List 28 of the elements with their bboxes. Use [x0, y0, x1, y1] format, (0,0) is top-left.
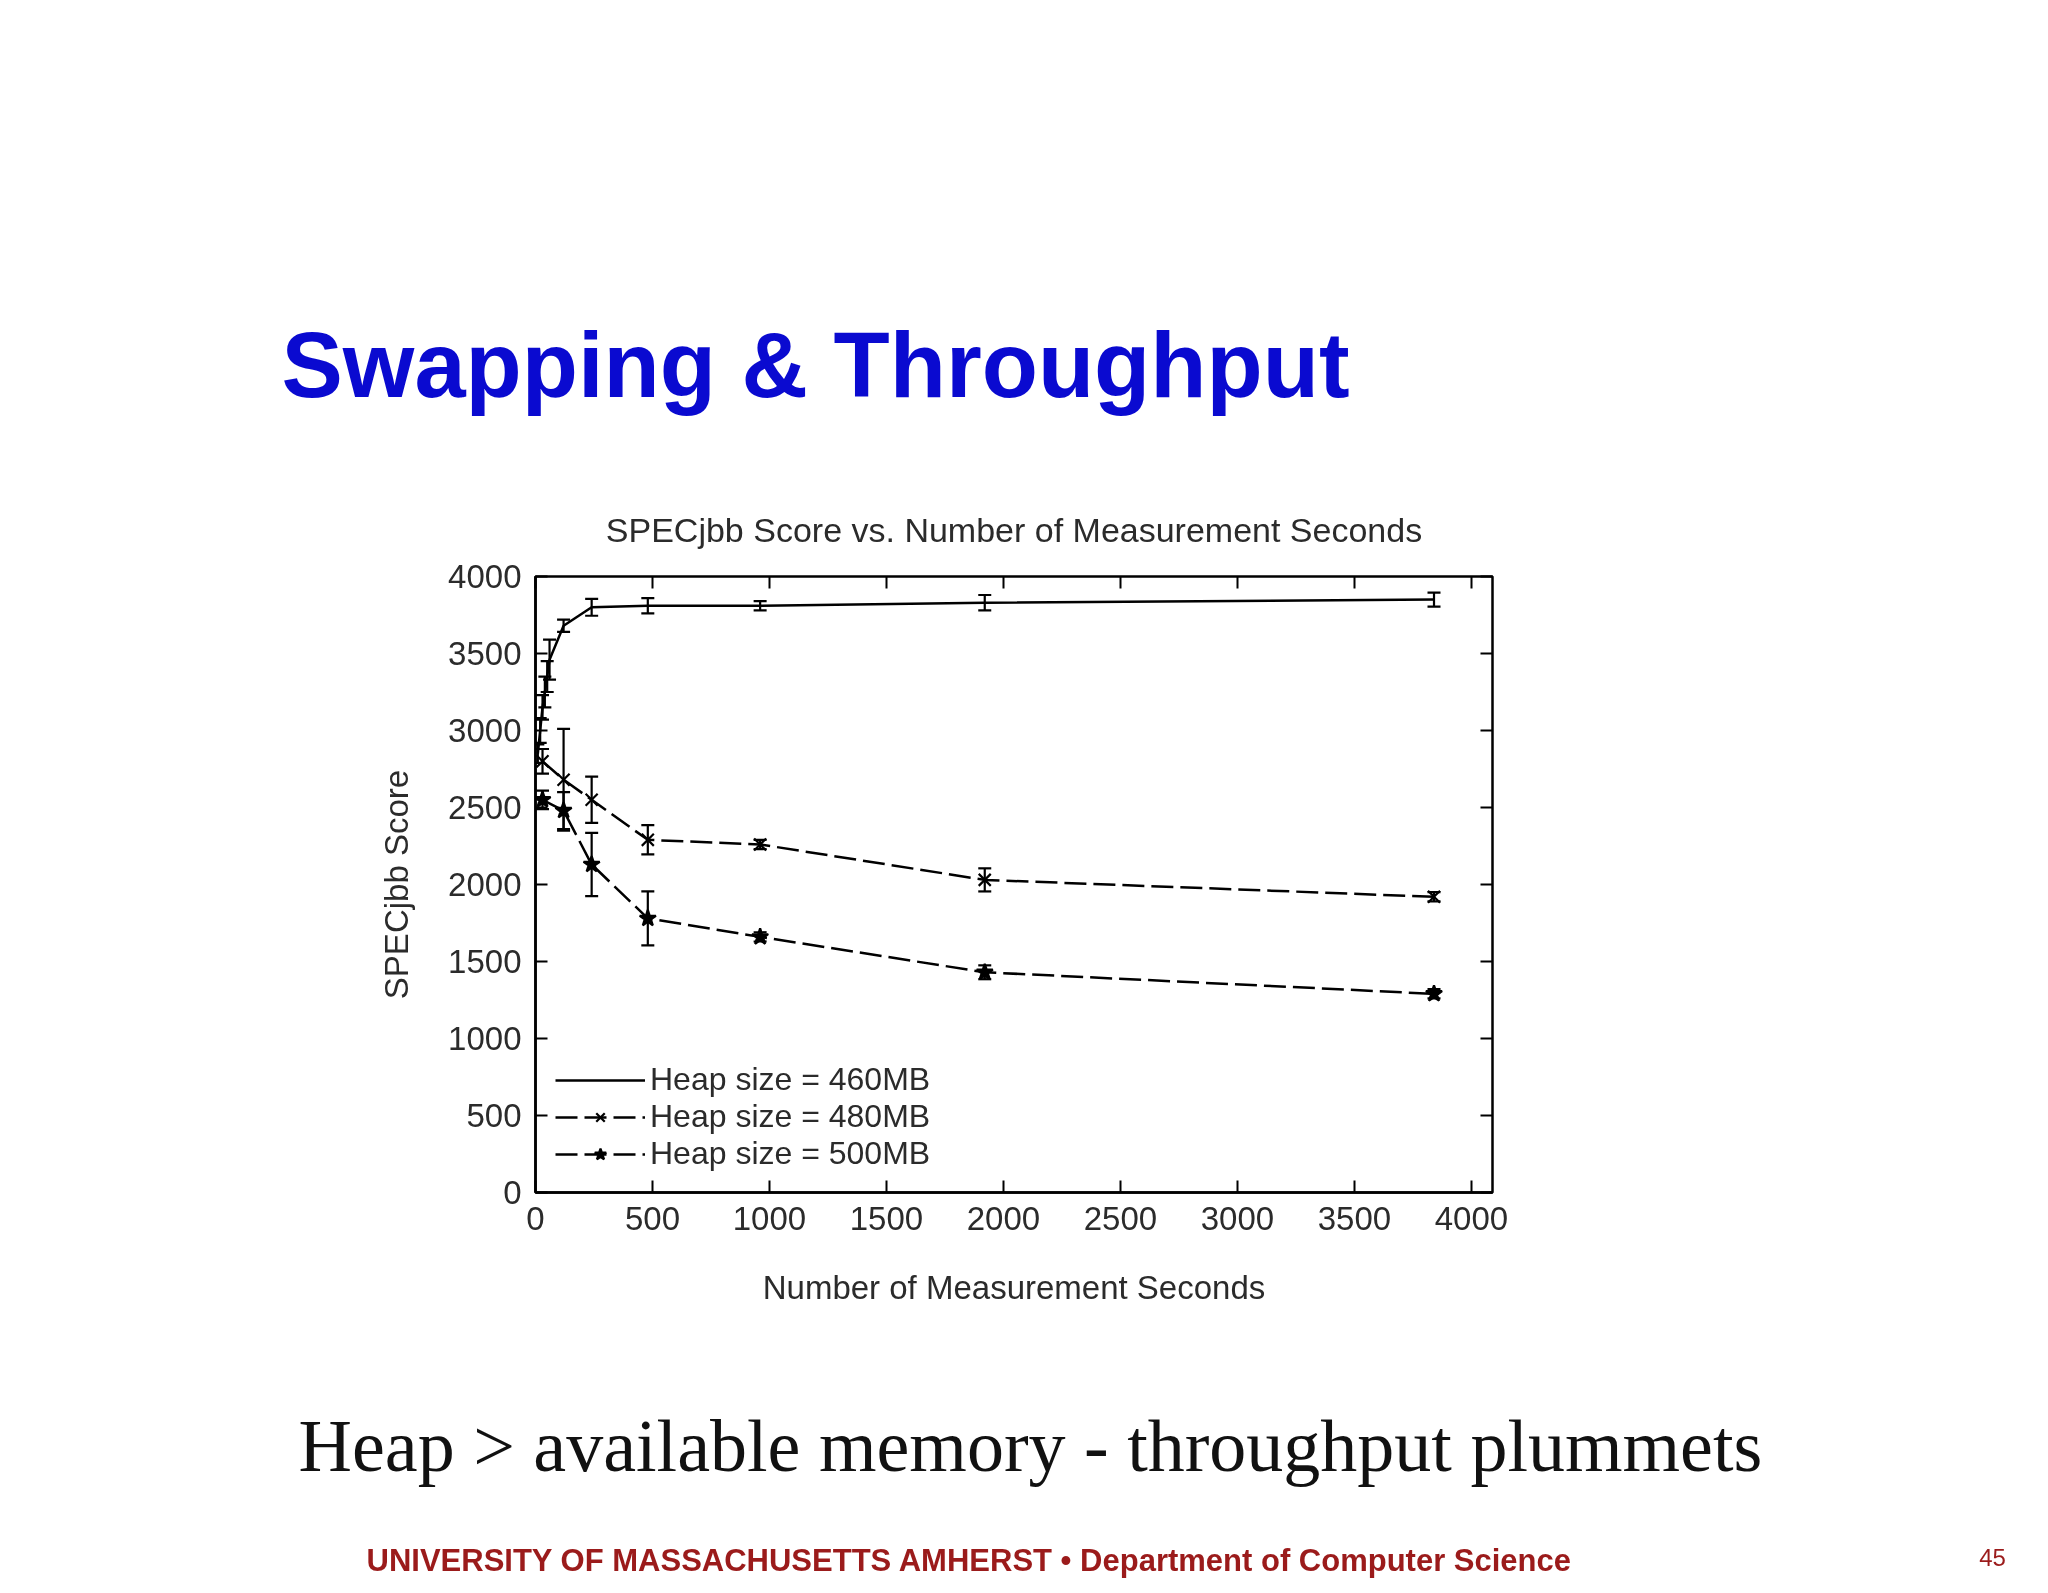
x-tick-label: 4000	[1434, 1199, 1509, 1237]
chart-title: Swapping & Throughput	[281, 313, 1350, 416]
x-tick-label: 1500	[849, 1199, 924, 1237]
text: 45	[1979, 1544, 2006, 1571]
x-tick-label: 500	[624, 1199, 681, 1237]
chart-subtitle: SPECjbb Score vs. Number of Measurement Seconds	[605, 510, 1423, 549]
y-tick-label: 3000	[448, 712, 522, 749]
x-tick-label: 2500	[1083, 1199, 1158, 1237]
x-tick-label: 2000	[966, 1199, 1041, 1237]
y-tick-label: 500	[466, 1097, 522, 1134]
x-axis-title: Number of Measurement Seconds	[762, 1268, 1266, 1306]
y-tick-label: 1000	[448, 1020, 522, 1057]
x-tick-label: 1000	[732, 1199, 807, 1237]
legend-label: Heap size = 460MB	[650, 1061, 931, 1098]
y-tick-label: 2500	[448, 789, 522, 826]
y-tick-label: 0	[503, 1174, 522, 1211]
x-tick-label: 3000	[1200, 1199, 1275, 1237]
y-axis-title: SPECjbb Score	[378, 769, 416, 1000]
text: UNIVERSITY OF MASSACHUSETTS AMHERST • Department of Computer Science	[366, 1543, 1572, 1578]
y-tick-label: 1500	[448, 943, 522, 980]
y-tick-label: 2000	[448, 866, 522, 903]
text: Heap > available memory - throughput plummets	[298, 1404, 1763, 1487]
y-tick-label: 3500	[448, 635, 522, 672]
legend-label: Heap size = 480MB	[650, 1098, 931, 1135]
x-tick-label: 0	[526, 1199, 545, 1237]
legend-label: Heap size = 500MB	[650, 1135, 931, 1172]
y-tick-label: 4000	[448, 558, 522, 595]
x-tick-label: 3500	[1317, 1199, 1392, 1237]
